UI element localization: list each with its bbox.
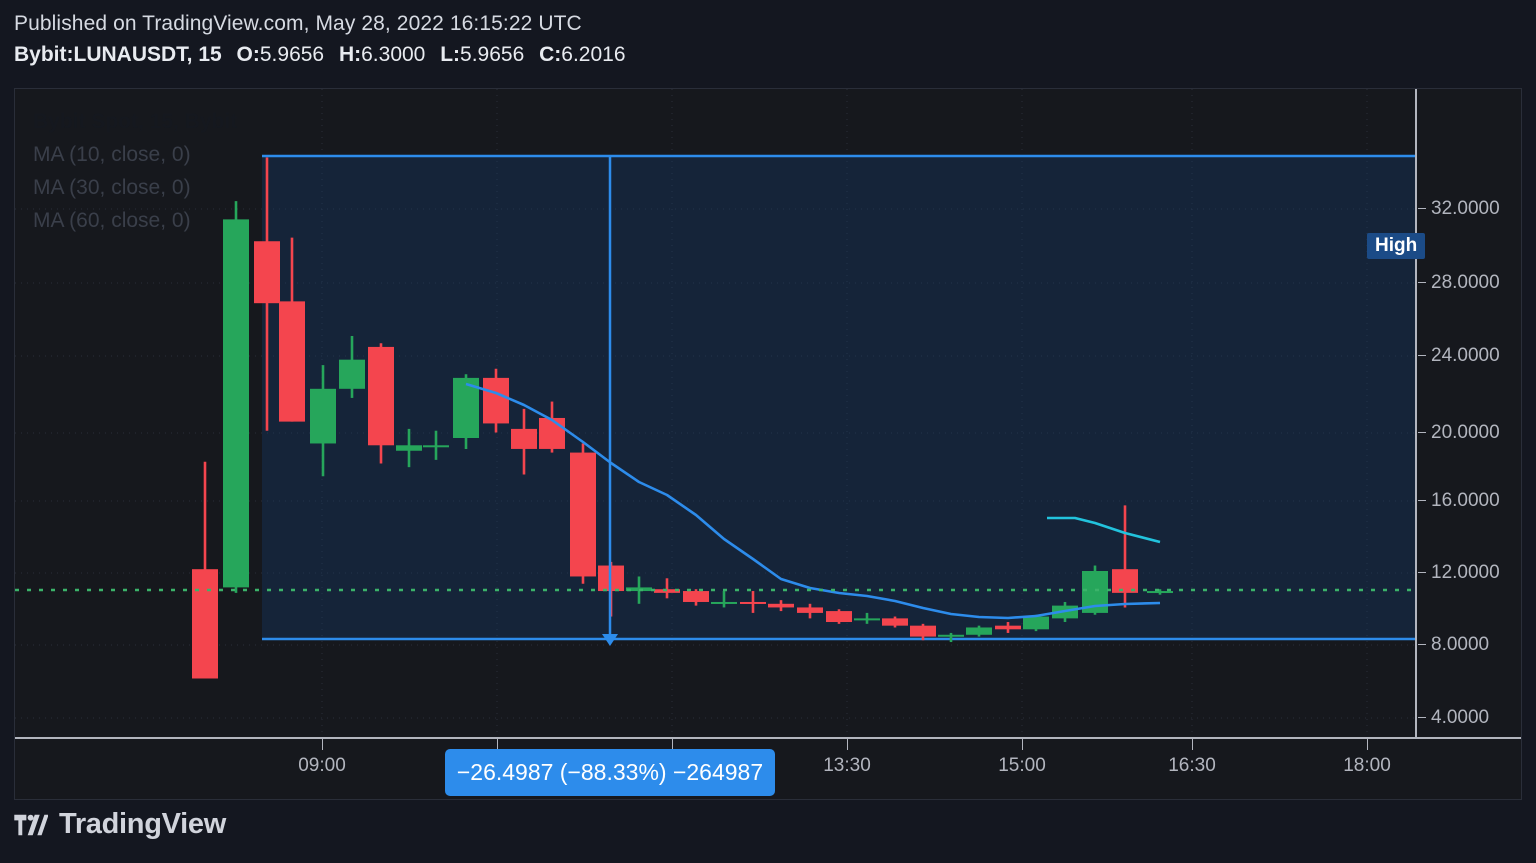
price-tick-32: 32.0000 — [1417, 199, 1521, 219]
ohlc-high-key: H: — [338, 43, 362, 66]
time-tick-label: 13:30 — [823, 755, 871, 776]
price-tick-20: 20.0000 — [1417, 423, 1521, 443]
candle-series[interactable] — [192, 157, 1173, 679]
time-tick-label: 15:00 — [998, 755, 1046, 776]
price-tick-8: 8.0000 — [1417, 635, 1521, 655]
price-axis[interactable]: 32.0000 28.0000 24.0000 20.0000 16.0000 12.00… — [1417, 89, 1521, 804]
time-tick-label: 18:00 — [1343, 755, 1391, 776]
ohlc-low-value: 5.9656 — [460, 43, 525, 66]
time-axis-separator — [15, 737, 1521, 739]
time-tick-label: 16:30 — [1168, 755, 1216, 776]
tradingview-wordmark: TradingView — [59, 808, 226, 840]
measurement-arrow — [602, 156, 618, 646]
ma-line-0 — [465, 382, 1161, 620]
published-line: Published on TradingView.com, May 28, 20… — [14, 12, 582, 35]
ohlc-high-value: 6.3000 — [361, 43, 426, 66]
price-tick-label: 28.0000 — [1431, 272, 1500, 293]
chart-frame[interactable]: Bybit Spot, 15, Bybit MA (10, close, 0) … — [14, 88, 1522, 804]
price-tick-label: 16.0000 — [1431, 490, 1500, 511]
high-tag: High — [1367, 233, 1426, 259]
chart-grid — [15, 89, 1416, 737]
high-tag-label: High — [1375, 235, 1418, 256]
price-tick-label: 4.0000 — [1431, 707, 1490, 728]
legend-ma30[interactable]: MA (30, close, 0) — [33, 176, 191, 199]
ohlc-close-value: 6.2016 — [561, 43, 626, 66]
price-tick-label: 8.0000 — [1431, 634, 1490, 655]
price-axis-separator — [1415, 89, 1417, 799]
footer-branding: TradingView — [14, 808, 226, 841]
price-tick-24: 24.0000 — [1417, 346, 1521, 366]
legend-title: Bybit Spot, 15, Bybit — [33, 110, 238, 133]
price-tick-label: 32.0000 — [1431, 198, 1500, 219]
symbol-ohlc-line: Bybit:LUNAUSDT, 15 O:5.9656 H:6.3000 L:5… — [14, 39, 1536, 70]
ohlc-open-value: 5.9656 — [259, 43, 325, 66]
price-tick-4: 4.0000 — [1417, 708, 1521, 728]
price-tick-label: 20.0000 — [1431, 422, 1500, 443]
ma-line-1 — [1047, 516, 1161, 544]
legend-ma10[interactable]: MA (10, close, 0) — [33, 143, 191, 166]
price-tick-label: 12.0000 — [1431, 562, 1500, 583]
price-tick-12: 12.0000 — [1417, 563, 1521, 583]
price-tick-28: 28.0000 — [1417, 273, 1521, 293]
measurement-text: −26.4987 (−88.33%) −264987 — [456, 759, 764, 785]
symbol-label: Bybit:LUNAUSDT, — [14, 43, 193, 66]
chart-legend: Bybit Spot, 15, Bybit MA (10, close, 0) … — [33, 105, 237, 237]
legend-ma60[interactable]: MA (60, close, 0) — [33, 209, 191, 232]
chart-header: Published on TradingView.com, May 28, 20… — [0, 0, 1536, 86]
candlestick-plot[interactable] — [15, 89, 1416, 737]
time-tick-label: 09:00 — [298, 755, 346, 776]
measurement-tooltip[interactable]: −26.4987 (−88.33%) −264987 — [445, 749, 775, 796]
ohlc-close-key: C: — [539, 43, 562, 66]
ohlc-low-key: L: — [440, 43, 461, 66]
measurement-selection-rect[interactable] — [262, 154, 1416, 641]
tradingview-logo-icon — [14, 814, 48, 835]
chart-plot-area[interactable] — [15, 89, 1416, 737]
price-tick-label: 24.0000 — [1431, 345, 1500, 366]
price-tick-16: 16.0000 — [1417, 491, 1521, 511]
interval-label: 15 — [198, 43, 222, 66]
ohlc-open-key: O: — [236, 43, 260, 66]
